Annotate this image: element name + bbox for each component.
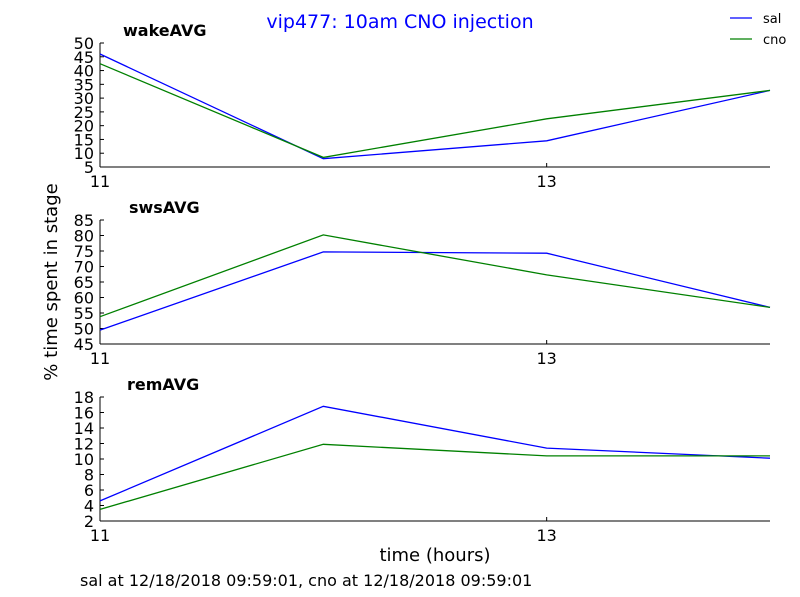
y-tick-label: 30	[74, 89, 94, 108]
y-axis-label: % time spent in stage	[41, 183, 62, 380]
y-tick-label: 6	[84, 481, 94, 500]
figure-title: vip477: 10am CNO injection	[266, 11, 533, 33]
x-tick-label: 11	[90, 349, 110, 368]
y-tick-label: 55	[74, 304, 94, 323]
y-tick-label: 15	[74, 130, 94, 149]
legend-label-cno: cno	[763, 33, 786, 48]
x-tick-label: 11	[90, 526, 110, 545]
y-tick-label: 75	[74, 242, 94, 261]
y-tick-label: 8	[84, 466, 94, 485]
panel-title-wakeAVG: wakeAVG	[123, 21, 206, 40]
x-tick-label: 11	[90, 172, 110, 191]
y-tick-label: 45	[74, 48, 94, 67]
footer-timestamp: sal at 12/18/2018 09:59:01, cno at 12/18…	[80, 571, 532, 590]
y-tick-label: 80	[74, 227, 94, 246]
series-line-cno	[99, 63, 771, 159]
y-tick-label: 2	[84, 512, 94, 531]
y-tick-label: 14	[74, 419, 94, 438]
series-line-sal	[99, 53, 771, 160]
y-tick-label: 50	[74, 34, 94, 53]
y-tick-label: 70	[74, 258, 94, 277]
x-axis-label: time (hours)	[379, 545, 490, 566]
legend-label-sal: sal	[763, 12, 781, 27]
y-tick-label: 50	[74, 320, 94, 339]
series-line-cno	[99, 443, 770, 511]
y-tick-label: 12	[74, 435, 94, 454]
x-tick-label: 13	[536, 172, 556, 191]
y-tick-label: 18	[74, 388, 94, 407]
series-line-cno	[99, 234, 771, 318]
y-tick-label: 10	[74, 450, 94, 469]
y-tick-label: 16	[74, 404, 94, 423]
series-line-sal	[99, 405, 771, 502]
y-tick-label: 40	[74, 62, 94, 81]
y-tick-label: 35	[74, 75, 94, 94]
y-tick-label: 60	[74, 289, 94, 308]
y-tick-label: 4	[84, 497, 94, 516]
y-tick-label: 20	[74, 117, 94, 136]
x-tick-label: 13	[536, 526, 556, 545]
y-tick-label: 45	[74, 335, 94, 354]
panel-title-remAVG: remAVG	[127, 375, 199, 394]
y-tick-label: 5	[84, 158, 94, 177]
y-tick-label: 65	[74, 273, 94, 292]
y-tick-label: 10	[74, 144, 94, 163]
x-tick-label: 13	[536, 349, 556, 368]
y-tick-label: 85	[74, 211, 94, 230]
panel-title-swsAVG: swsAVG	[129, 198, 200, 217]
series-line-sal	[99, 251, 771, 331]
y-tick-label: 25	[74, 103, 94, 122]
legend: sal cno	[730, 12, 786, 48]
